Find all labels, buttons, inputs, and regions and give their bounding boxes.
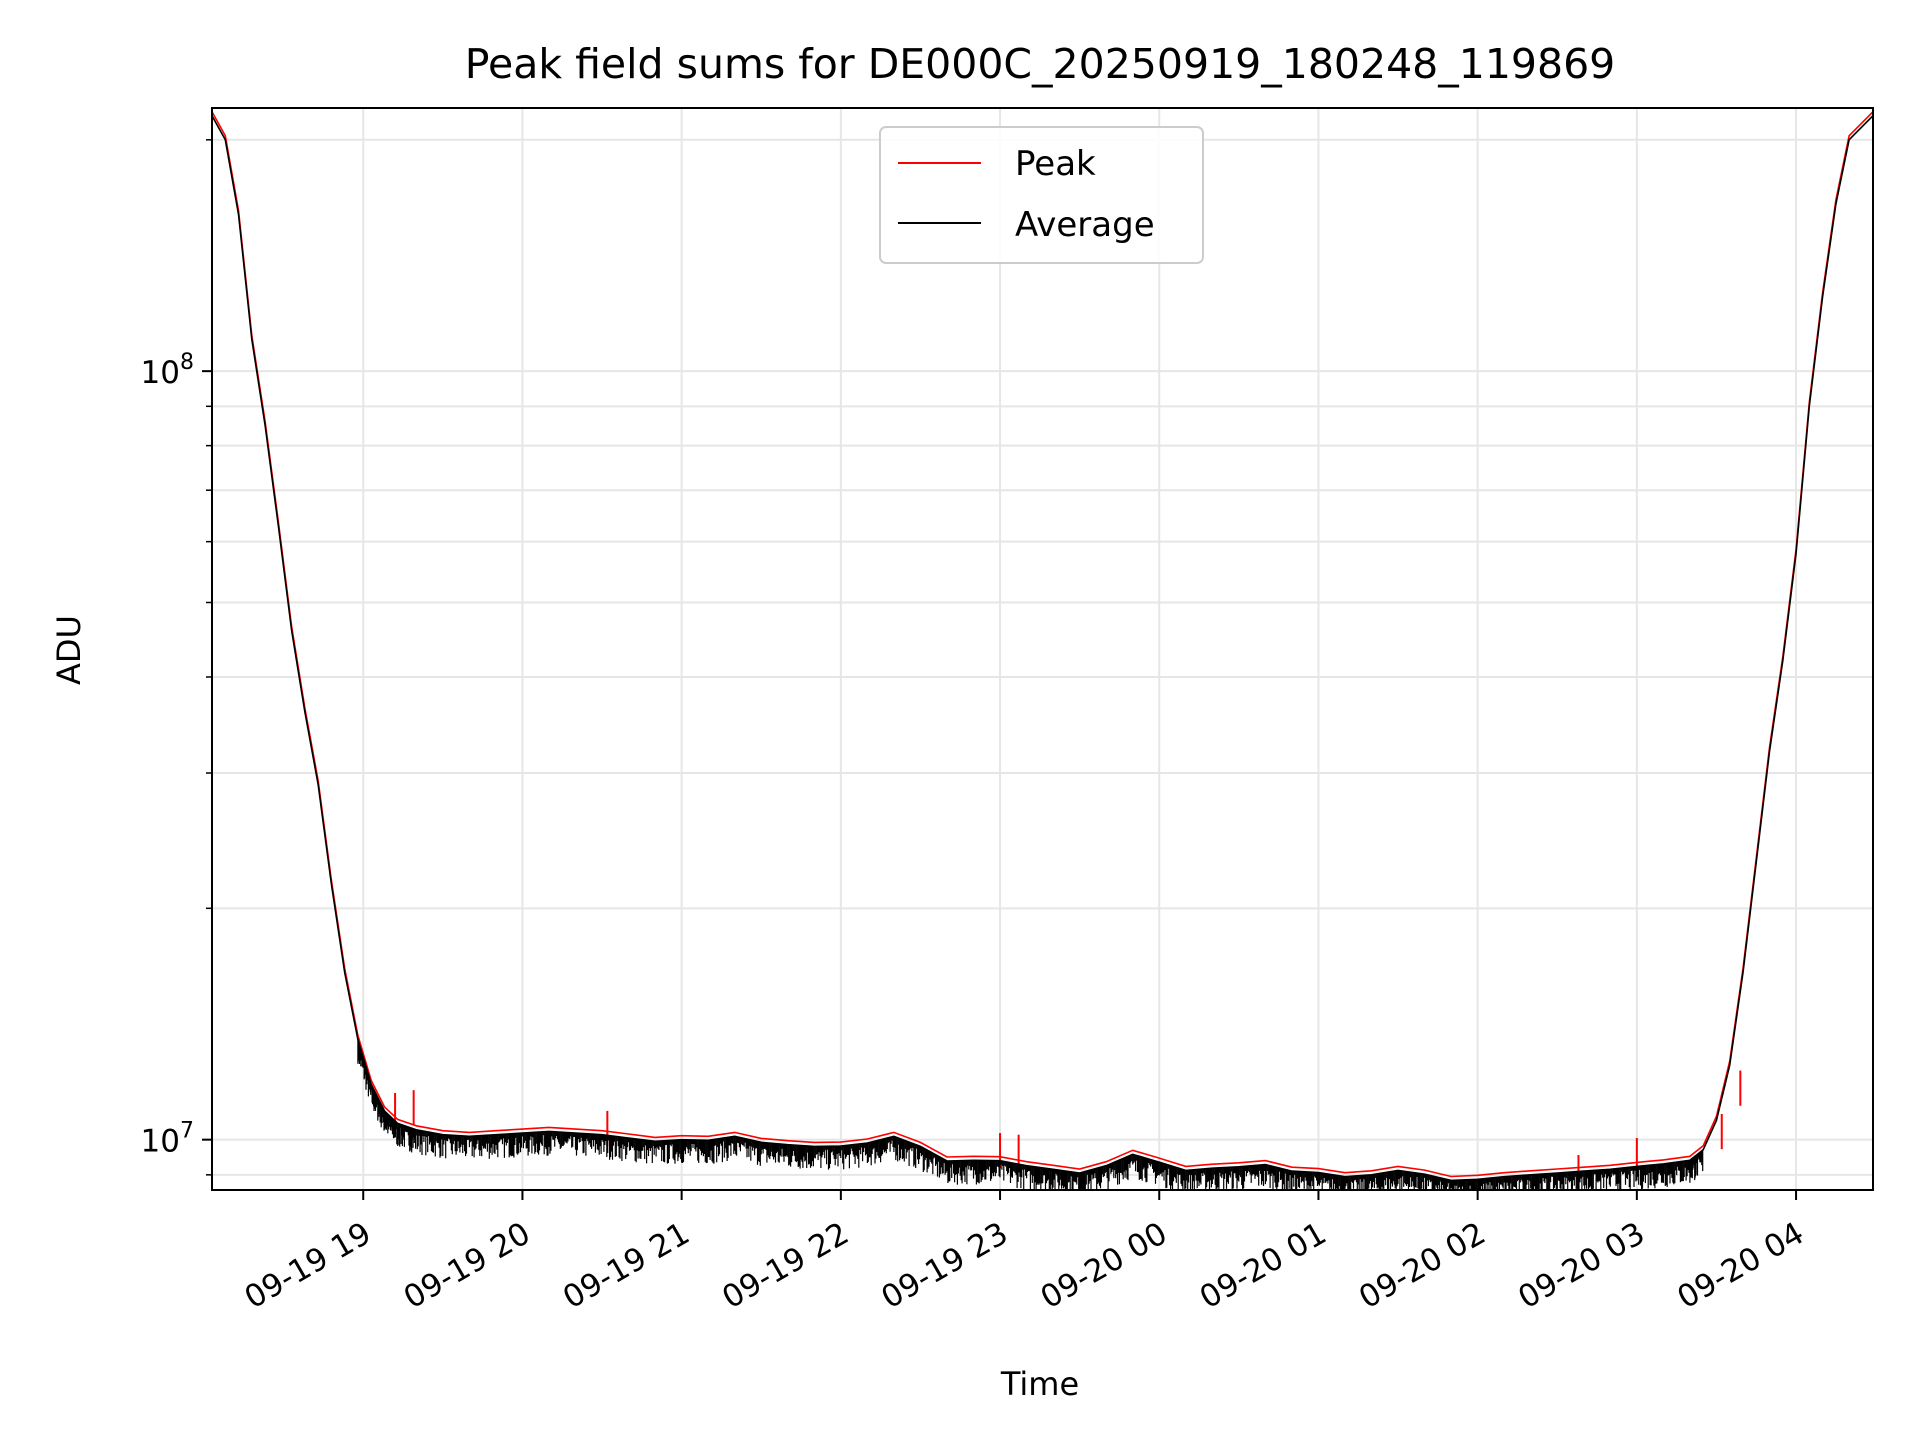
series-layer <box>212 111 1873 1190</box>
series-group <box>212 111 1873 1190</box>
y-tick-label: 107 <box>141 1119 194 1160</box>
average-line <box>212 115 1873 1182</box>
y-axis: 107 108 <box>141 139 212 1176</box>
plot-frame <box>211 107 1874 1191</box>
peak-line <box>212 111 1873 1178</box>
legend-average-label: Average <box>1015 205 1155 245</box>
legend-peak-label: Peak <box>1015 144 1096 184</box>
legend: Peak Average <box>879 126 1204 264</box>
x-axis-label: Time <box>1000 1365 1079 1403</box>
y-tick-label: 108 <box>141 350 194 391</box>
legend-box <box>879 126 1204 264</box>
y-axis-label: ADU <box>50 615 88 685</box>
chart-title: Peak field sums for DE000C_20250919_1802… <box>465 40 1616 88</box>
